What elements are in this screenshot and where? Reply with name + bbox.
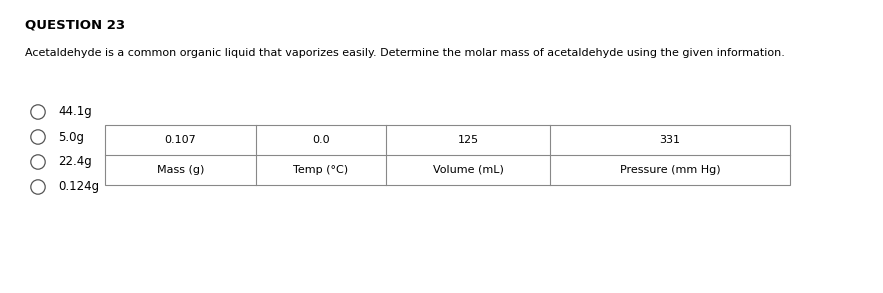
- Text: Temp (°C): Temp (°C): [293, 165, 348, 175]
- Text: 331: 331: [660, 135, 681, 145]
- Text: 0.0: 0.0: [312, 135, 329, 145]
- Text: 5.0g: 5.0g: [58, 130, 84, 144]
- Text: Pressure (mm Hg): Pressure (mm Hg): [620, 165, 721, 175]
- Text: Volume (mL): Volume (mL): [433, 165, 503, 175]
- Text: Mass (g): Mass (g): [156, 165, 204, 175]
- Text: 22.4g: 22.4g: [58, 156, 92, 168]
- Text: QUESTION 23: QUESTION 23: [25, 18, 125, 31]
- Text: 0.107: 0.107: [164, 135, 196, 145]
- Text: 125: 125: [457, 135, 479, 145]
- Bar: [105, 125, 790, 185]
- Text: 0.124g: 0.124g: [58, 180, 99, 193]
- Text: Acetaldehyde is a common organic liquid that vaporizes easily. Determine the mol: Acetaldehyde is a common organic liquid …: [25, 48, 785, 58]
- Text: 44.1g: 44.1g: [58, 105, 92, 118]
